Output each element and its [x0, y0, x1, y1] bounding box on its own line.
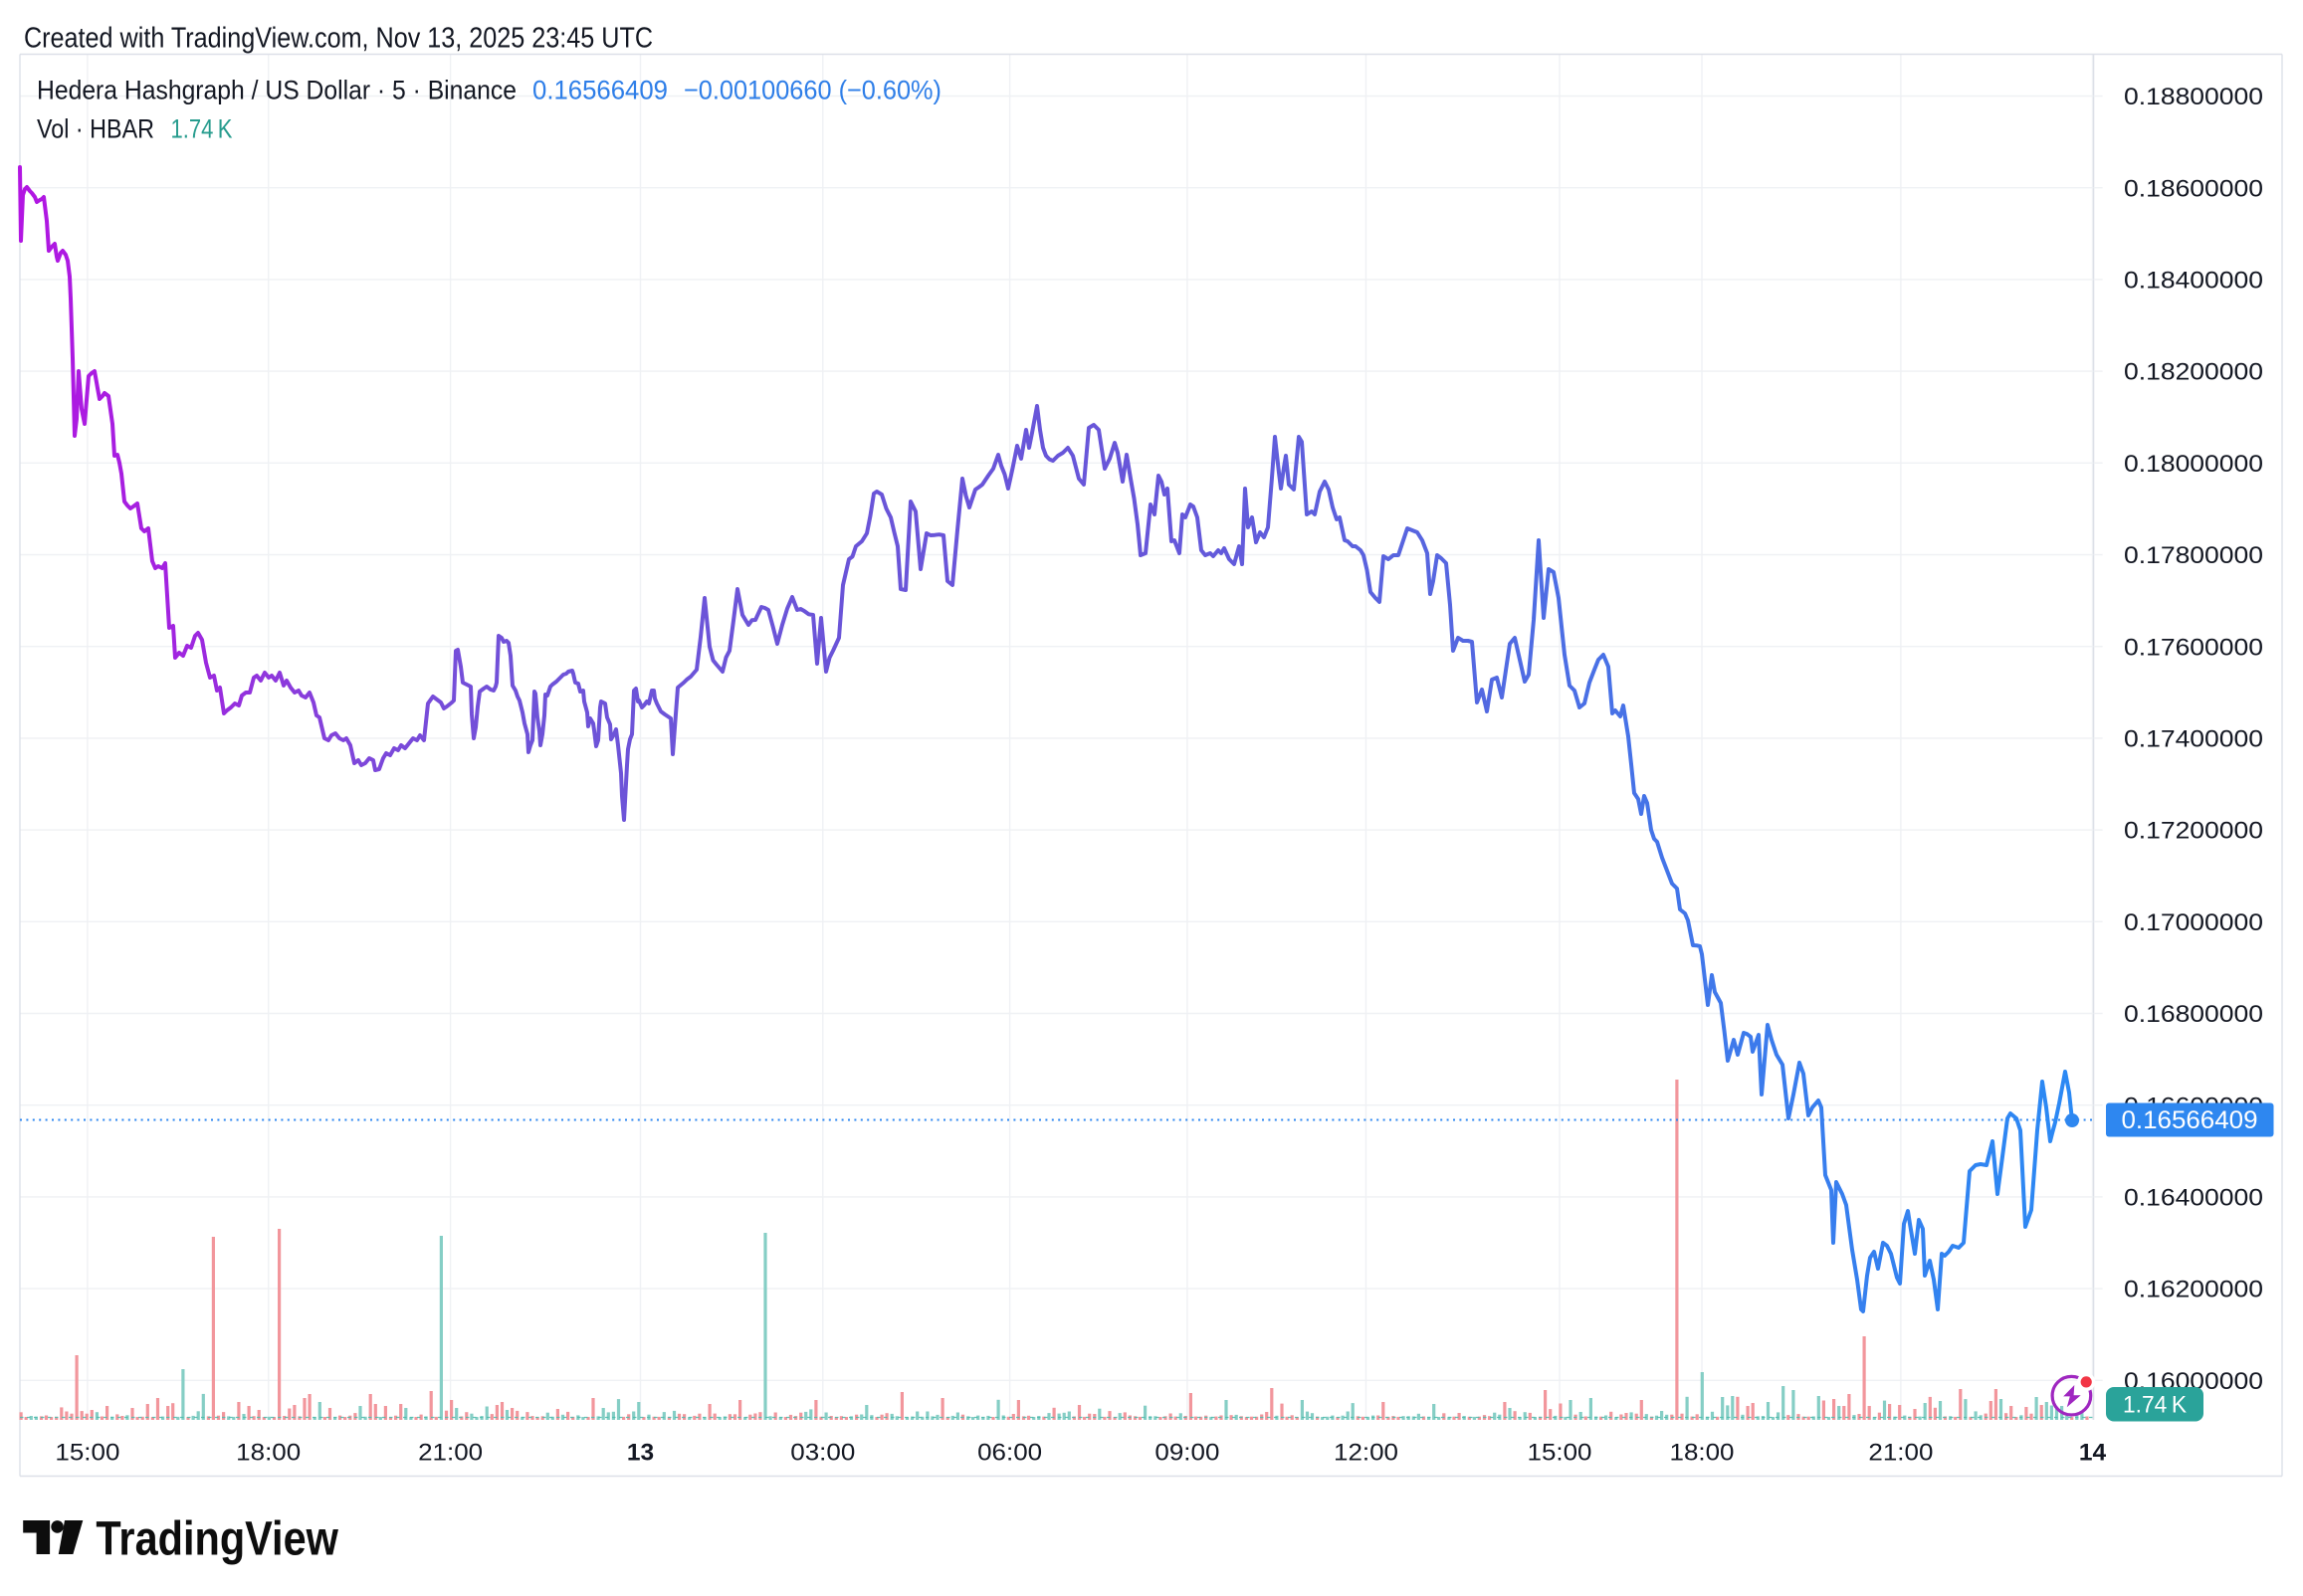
svg-text:1.74 K: 1.74 K	[171, 113, 233, 143]
svg-text:21:00: 21:00	[1868, 1440, 1933, 1467]
svg-text:06:00: 06:00	[977, 1440, 1042, 1467]
svg-text:0.17600000: 0.17600000	[2124, 634, 2263, 661]
svg-text:14: 14	[2079, 1440, 2107, 1467]
svg-text:0.17800000: 0.17800000	[2124, 542, 2263, 569]
svg-text:Hedera Hashgraph / US Dollar ·: Hedera Hashgraph / US Dollar · 5 · Binan…	[37, 75, 517, 104]
svg-text:Created with TradingView.com,: Created with TradingView.com, Nov 13, 20…	[24, 22, 653, 54]
svg-text:0.17200000: 0.17200000	[2124, 818, 2263, 845]
svg-text:18:00: 18:00	[1670, 1440, 1735, 1467]
svg-text:09:00: 09:00	[1154, 1440, 1219, 1467]
svg-text:12:00: 12:00	[1334, 1440, 1398, 1467]
svg-text:TradingView: TradingView	[96, 1512, 338, 1566]
svg-text:03:00: 03:00	[790, 1440, 855, 1467]
svg-text:1.74 K: 1.74 K	[2123, 1392, 2188, 1419]
svg-text:0.16200000: 0.16200000	[2124, 1277, 2263, 1303]
svg-text:18:00: 18:00	[236, 1440, 301, 1467]
svg-text:21:00: 21:00	[418, 1440, 483, 1467]
svg-text:0.18200000: 0.18200000	[2124, 359, 2263, 386]
svg-text:13: 13	[627, 1440, 654, 1467]
svg-text:0.16800000: 0.16800000	[2124, 1001, 2263, 1028]
svg-text:0.16400000: 0.16400000	[2124, 1185, 2263, 1212]
svg-text:0.17000000: 0.17000000	[2124, 909, 2263, 936]
svg-text:0.16566409: 0.16566409	[2122, 1106, 2258, 1134]
svg-text:0.18400000: 0.18400000	[2124, 268, 2263, 295]
svg-text:15:00: 15:00	[55, 1440, 119, 1467]
svg-text:0.18800000: 0.18800000	[2124, 84, 2263, 110]
svg-text:−0.00100660 (−0.60%): −0.00100660 (−0.60%)	[684, 75, 942, 104]
svg-text:15:00: 15:00	[1528, 1440, 1592, 1467]
svg-text:0.18600000: 0.18600000	[2124, 175, 2263, 202]
svg-text:0.18000000: 0.18000000	[2124, 451, 2263, 478]
svg-text:Vol · HBAR: Vol · HBAR	[37, 113, 154, 143]
svg-text:0.16566409: 0.16566409	[532, 75, 668, 104]
svg-text:0.17400000: 0.17400000	[2124, 726, 2263, 753]
